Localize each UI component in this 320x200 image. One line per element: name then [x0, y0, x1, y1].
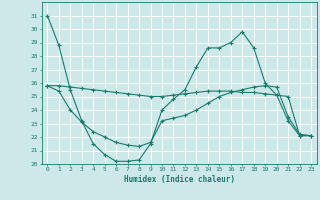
X-axis label: Humidex (Indice chaleur): Humidex (Indice chaleur) [124, 175, 235, 184]
